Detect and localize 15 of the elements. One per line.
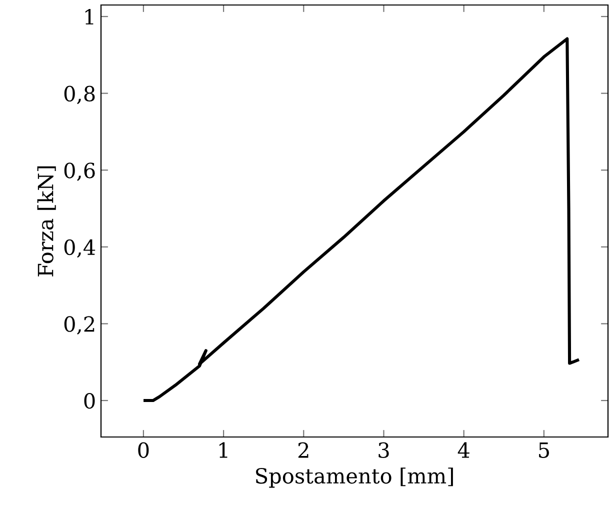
x-axis-title: Spostamento [mm] <box>256 468 453 488</box>
y-tick-label: 0,8 <box>64 86 95 104</box>
y-tick-label: 1 <box>85 8 94 24</box>
x-tick-label: 4 <box>458 442 470 458</box>
x-tick-label: 3 <box>378 442 389 458</box>
x-tick-label: 5 <box>539 442 549 458</box>
y-axis-title: Forza [kN] <box>37 166 56 276</box>
x-tick-label: 1 <box>219 442 228 458</box>
line-series <box>144 37 580 402</box>
y-tick-label: 0,6 <box>64 162 95 181</box>
y-tick-label: 0 <box>84 392 95 409</box>
x-tick-label: 2 <box>298 442 308 458</box>
y-tick-label: 0,2 <box>64 316 94 334</box>
y-tick-label: 0,4 <box>64 239 96 258</box>
x-tick-label: 0 <box>138 442 149 458</box>
